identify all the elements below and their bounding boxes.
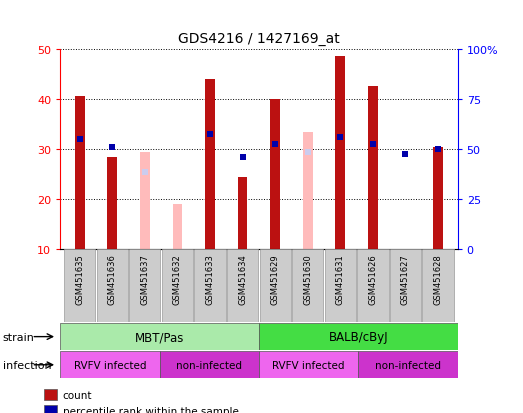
Bar [335, 57, 345, 250]
Text: GSM451628: GSM451628 [434, 254, 442, 304]
Bar [160, 351, 259, 378]
Bar [195, 250, 225, 322]
Bar [173, 205, 183, 250]
Text: non-infected: non-infected [176, 360, 242, 370]
Text: count: count [63, 389, 92, 399]
Text: GSM451634: GSM451634 [238, 254, 247, 304]
Text: BALB/cByJ: BALB/cByJ [328, 330, 388, 343]
Bar [44, 405, 57, 413]
Text: GSM451626: GSM451626 [368, 254, 378, 304]
Bar [368, 87, 378, 250]
Text: GSM451629: GSM451629 [271, 254, 280, 304]
Bar [259, 351, 358, 378]
Text: GSM451630: GSM451630 [303, 254, 312, 304]
Text: non-infected: non-infected [375, 360, 441, 370]
Text: infection: infection [3, 360, 51, 370]
Bar [357, 250, 389, 322]
Bar [140, 152, 150, 250]
Bar [75, 97, 85, 250]
Text: strain: strain [3, 332, 35, 342]
Bar [227, 250, 258, 322]
Bar [107, 157, 117, 250]
Text: RVFV infected: RVFV infected [272, 360, 345, 370]
Bar [97, 250, 128, 322]
Bar [292, 250, 323, 322]
Bar [358, 351, 458, 378]
Text: MBT/Pas: MBT/Pas [135, 330, 184, 343]
Bar [303, 132, 313, 250]
Bar [238, 177, 247, 250]
Bar [60, 351, 160, 378]
Bar [270, 100, 280, 250]
Text: GSM451636: GSM451636 [108, 254, 117, 304]
Text: percentile rank within the sample: percentile rank within the sample [63, 406, 238, 413]
Bar [259, 250, 291, 322]
Bar [205, 80, 215, 250]
Bar [390, 250, 421, 322]
Bar [162, 250, 193, 322]
Bar [423, 250, 454, 322]
Text: GSM451632: GSM451632 [173, 254, 182, 304]
Bar [60, 323, 259, 350]
Text: GSM451627: GSM451627 [401, 254, 410, 304]
Bar [64, 250, 95, 322]
Title: GDS4216 / 1427169_at: GDS4216 / 1427169_at [178, 32, 340, 46]
Text: GSM451633: GSM451633 [206, 254, 214, 304]
Text: GSM451631: GSM451631 [336, 254, 345, 304]
Text: GSM451635: GSM451635 [75, 254, 84, 304]
Text: RVFV infected: RVFV infected [74, 360, 146, 370]
Text: GSM451637: GSM451637 [140, 254, 150, 304]
Bar [259, 323, 458, 350]
Bar [44, 389, 57, 400]
Bar [433, 147, 443, 250]
Bar [129, 250, 161, 322]
Bar [325, 250, 356, 322]
